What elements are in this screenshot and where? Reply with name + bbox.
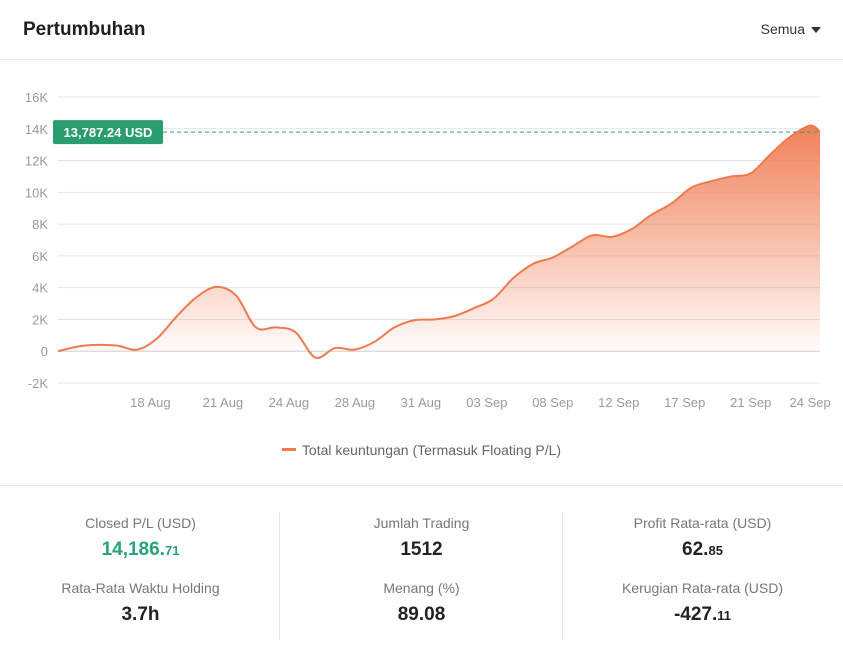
- y-tick-label: 0: [41, 344, 48, 359]
- series-area: [58, 125, 820, 358]
- avg-loss-value: -427.11: [562, 604, 843, 626]
- holding-value: 3.7h: [121, 604, 160, 625]
- avg-profit-value: 62.85: [562, 539, 843, 561]
- stats-column-3: Profit Rata-rata (USD) 62.85 Kerugian Ra…: [562, 486, 843, 650]
- stats-column-2: Jumlah Trading 1512 Menang (%) 89.08: [281, 486, 562, 650]
- y-tick-label: 12K: [25, 154, 48, 169]
- x-tick-label: 21 Aug: [203, 395, 244, 410]
- closed-pl-int: 14,186.: [101, 539, 165, 560]
- stats-column-1: Closed P/L (USD) 14,186.71 Rata-Rata Wak…: [0, 486, 281, 650]
- x-tick-label: 31 Aug: [401, 395, 442, 410]
- chart-legend[interactable]: Total keuntungan (Termasuk Floating P/L): [0, 442, 843, 458]
- y-tick-label: 14K: [25, 122, 48, 137]
- win-value: 89.08: [397, 604, 446, 625]
- closed-pl-dec: 71: [164, 543, 180, 558]
- win-label: Menang (%): [383, 580, 460, 596]
- period-filter-dropdown[interactable]: Semua: [761, 21, 821, 37]
- y-tick-label: 10K: [25, 185, 48, 200]
- y-tick-label: -2K: [28, 376, 49, 391]
- y-tick-label: 6K: [32, 249, 48, 264]
- x-tick-label: 28 Aug: [335, 395, 376, 410]
- series-line: [57, 124, 821, 359]
- card-title: Pertumbuhan: [23, 19, 146, 40]
- x-tick-label: 17 Sep: [664, 395, 705, 410]
- avg-loss-label: Kerugian Rata-rata (USD): [621, 580, 784, 596]
- x-tick-label: 03 Sep: [466, 395, 507, 410]
- x-tick-label: 24 Sep: [790, 395, 831, 410]
- y-tick-label: 8K: [32, 217, 48, 232]
- avg-loss-dec: 11: [717, 608, 732, 623]
- x-tick-label: 08 Sep: [532, 395, 573, 410]
- trades-value: 1512: [400, 539, 443, 560]
- legend-swatch: [281, 447, 296, 451]
- closed-pl-label: Closed P/L (USD): [85, 515, 196, 531]
- period-filter-label: Semua: [760, 21, 805, 37]
- avg-profit-dec: 85: [708, 543, 723, 558]
- current-value-badge: [53, 120, 163, 145]
- avg-loss-int: -427.: [673, 604, 718, 625]
- card-header: Pertumbuhan Semua: [0, 0, 843, 60]
- y-tick-label: 4K: [32, 281, 48, 296]
- stats-divider: [562, 512, 563, 640]
- x-tick-label: 12 Sep: [598, 395, 639, 410]
- caret-down-icon: [811, 26, 821, 33]
- legend-label: Total keuntungan (Termasuk Floating P/L): [301, 442, 562, 458]
- trades-label: Jumlah Trading: [373, 515, 470, 531]
- y-tick-label: 2K: [32, 312, 48, 327]
- y-tick-label: 16K: [25, 90, 48, 105]
- holding-label: Rata-Rata Waktu Holding: [61, 580, 220, 596]
- x-tick-label: 21 Sep: [730, 395, 771, 410]
- stats-divider: [279, 512, 280, 640]
- stats-panel: Closed P/L (USD) 14,186.71 Rata-Rata Wak…: [0, 485, 843, 649]
- avg-profit-label: Profit Rata-rata (USD): [633, 515, 772, 531]
- current-value-label: 13,787.24 USD: [64, 125, 153, 140]
- closed-pl-value: 14,186.71: [0, 539, 281, 561]
- x-tick-label: 18 Aug: [130, 395, 171, 410]
- growth-chart: -2K 0 2K 4K 6K 8K 10K 12K 14K 16K 18 Aug 21 Aug 24 A…: [25, 90, 831, 410]
- avg-profit-int: 62.: [682, 539, 709, 560]
- x-tick-label: 24 Aug: [269, 395, 310, 410]
